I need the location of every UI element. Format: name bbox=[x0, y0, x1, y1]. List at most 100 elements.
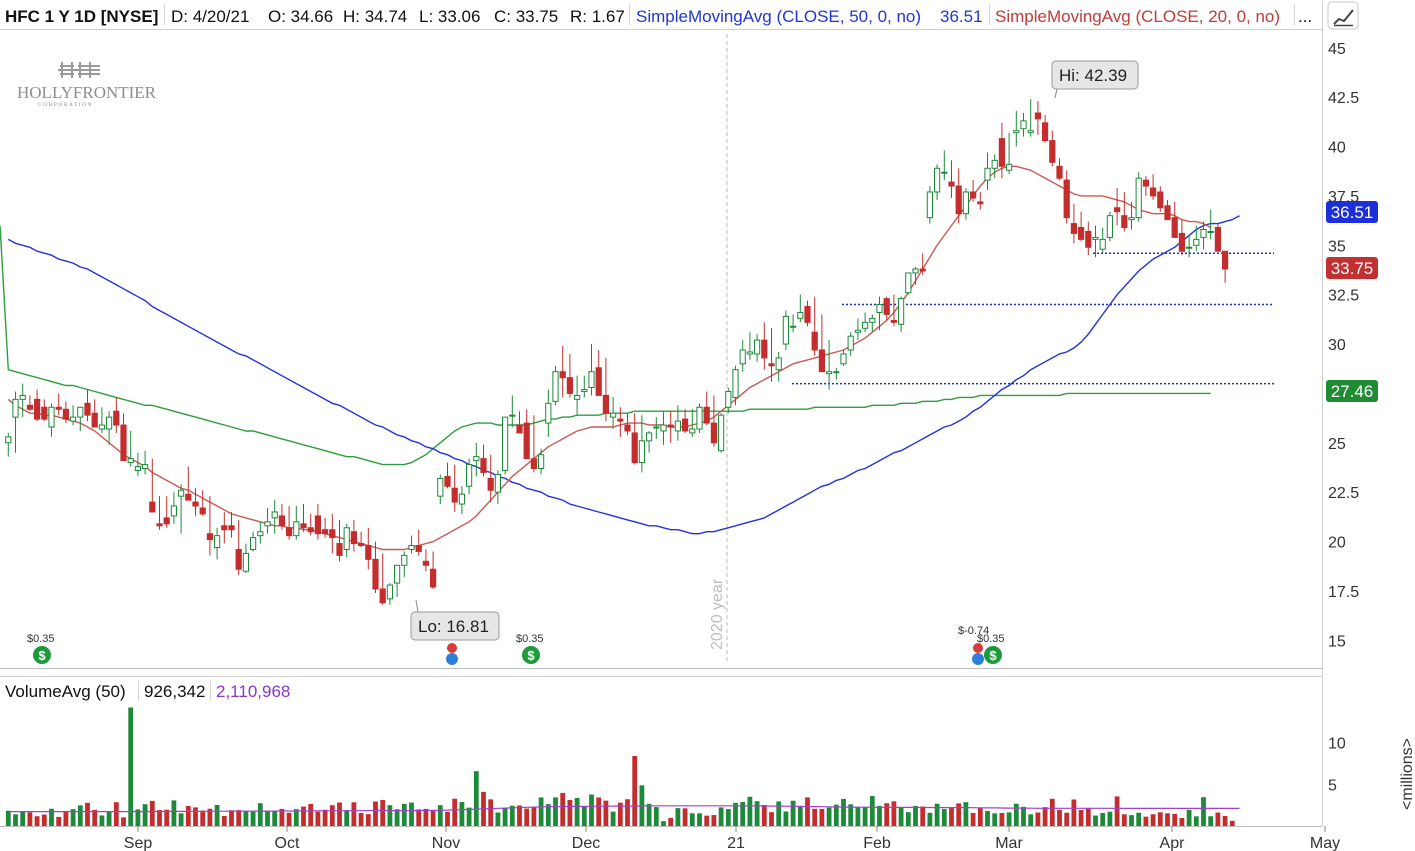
volume-bar[interactable] bbox=[149, 800, 155, 826]
volume-bar[interactable] bbox=[279, 808, 285, 826]
candle[interactable] bbox=[1042, 114, 1049, 143]
candle[interactable] bbox=[854, 318, 861, 341]
volume-bar[interactable] bbox=[941, 809, 947, 826]
volume-bar[interactable] bbox=[157, 810, 162, 826]
volume-bar[interactable] bbox=[869, 795, 875, 826]
candle[interactable] bbox=[646, 430, 653, 453]
volume-bar[interactable] bbox=[265, 810, 270, 826]
volume-bar[interactable] bbox=[473, 771, 479, 826]
volume-bar[interactable] bbox=[596, 797, 602, 826]
volume-bar[interactable] bbox=[653, 807, 659, 826]
volume-study-label[interactable]: VolumeAvg (50) bbox=[5, 682, 126, 701]
candle[interactable] bbox=[372, 541, 379, 593]
candle[interactable] bbox=[365, 527, 372, 570]
candle[interactable] bbox=[473, 442, 480, 477]
volume-bar[interactable] bbox=[711, 815, 717, 826]
volume-bar[interactable] bbox=[495, 812, 501, 826]
volume-bar[interactable] bbox=[387, 805, 393, 826]
sma50-line[interactable] bbox=[7, 215, 1240, 535]
volume-bar[interactable] bbox=[661, 821, 666, 826]
candle[interactable] bbox=[725, 387, 732, 414]
candle[interactable] bbox=[142, 450, 149, 475]
volume-bar[interactable] bbox=[740, 801, 746, 826]
candle[interactable] bbox=[127, 430, 134, 467]
candle[interactable] bbox=[862, 312, 869, 333]
candle[interactable] bbox=[610, 397, 617, 429]
candle[interactable] bbox=[41, 399, 48, 422]
volume-bar[interactable] bbox=[826, 807, 832, 826]
candle[interactable] bbox=[797, 294, 804, 323]
candle[interactable] bbox=[746, 332, 753, 360]
candle[interactable] bbox=[350, 519, 357, 552]
volume-bar[interactable] bbox=[293, 809, 299, 826]
candle[interactable] bbox=[1222, 250, 1229, 283]
volume-bar[interactable] bbox=[949, 807, 954, 826]
volume-bar[interactable] bbox=[603, 800, 609, 826]
candle[interactable] bbox=[782, 310, 789, 350]
candle[interactable] bbox=[811, 296, 818, 356]
volume-bar[interactable] bbox=[1078, 809, 1084, 826]
candle[interactable] bbox=[70, 405, 77, 426]
candle[interactable] bbox=[660, 411, 667, 445]
volume-bar[interactable] bbox=[1222, 815, 1228, 826]
candle[interactable] bbox=[394, 564, 401, 597]
candle[interactable] bbox=[487, 454, 494, 503]
candle[interactable] bbox=[228, 511, 235, 538]
volume-bar[interactable] bbox=[20, 811, 26, 826]
candle[interactable] bbox=[322, 517, 329, 538]
volume-bar[interactable] bbox=[761, 804, 767, 826]
candle[interactable] bbox=[761, 322, 768, 370]
volume-bar[interactable] bbox=[1006, 812, 1012, 826]
candle[interactable] bbox=[1020, 112, 1027, 137]
volume-bar[interactable] bbox=[812, 808, 818, 826]
volume-bar[interactable] bbox=[848, 804, 854, 826]
candle[interactable] bbox=[710, 395, 717, 447]
candle[interactable] bbox=[379, 553, 386, 605]
candle[interactable] bbox=[1099, 227, 1106, 254]
volume-bar[interactable] bbox=[99, 815, 105, 826]
candle[interactable] bbox=[408, 535, 415, 554]
volume-bar[interactable] bbox=[1157, 812, 1163, 826]
candle[interactable] bbox=[919, 253, 926, 275]
volume-bar[interactable] bbox=[999, 813, 1005, 826]
candle[interactable] bbox=[847, 332, 854, 356]
candle[interactable] bbox=[278, 504, 285, 530]
volume-bar[interactable] bbox=[63, 811, 69, 826]
candle[interactable] bbox=[696, 403, 703, 433]
candle[interactable] bbox=[905, 272, 912, 295]
candle[interactable] bbox=[826, 340, 833, 390]
candle[interactable] bbox=[314, 504, 321, 540]
volume-bar[interactable] bbox=[682, 808, 688, 826]
volume-bar[interactable] bbox=[797, 806, 803, 826]
candle[interactable] bbox=[962, 188, 969, 220]
volume-bar[interactable] bbox=[805, 797, 810, 826]
candle[interactable] bbox=[221, 511, 228, 544]
volume-bar[interactable] bbox=[1021, 806, 1026, 826]
volume-bar[interactable] bbox=[135, 809, 141, 826]
volume-bar[interactable] bbox=[581, 806, 587, 826]
volume-bar[interactable] bbox=[13, 814, 18, 826]
candle[interactable] bbox=[1128, 201, 1135, 230]
candle[interactable] bbox=[257, 521, 264, 544]
candle[interactable] bbox=[667, 411, 674, 443]
candle[interactable] bbox=[948, 160, 955, 198]
candle[interactable] bbox=[502, 416, 509, 475]
volume-bar[interactable] bbox=[776, 801, 782, 826]
candle[interactable] bbox=[631, 413, 638, 465]
candle[interactable] bbox=[869, 314, 876, 333]
volume-bar[interactable] bbox=[394, 809, 400, 826]
volume-bar[interactable] bbox=[833, 804, 839, 826]
volume-bar[interactable] bbox=[121, 817, 126, 826]
candle[interactable] bbox=[192, 488, 199, 516]
candle[interactable] bbox=[638, 415, 645, 473]
candle[interactable] bbox=[984, 152, 991, 190]
candle[interactable] bbox=[329, 513, 336, 554]
volume-bar[interactable] bbox=[1114, 796, 1120, 826]
volume-bar[interactable] bbox=[445, 811, 450, 826]
dividend-marker[interactable]: $0.35 $ bbox=[516, 633, 544, 664]
candle[interactable] bbox=[1078, 211, 1085, 242]
volume-bar[interactable] bbox=[1121, 814, 1127, 826]
volume-bar[interactable] bbox=[409, 802, 414, 826]
volume-bar[interactable] bbox=[286, 812, 292, 826]
volume-bar[interactable] bbox=[625, 799, 630, 826]
